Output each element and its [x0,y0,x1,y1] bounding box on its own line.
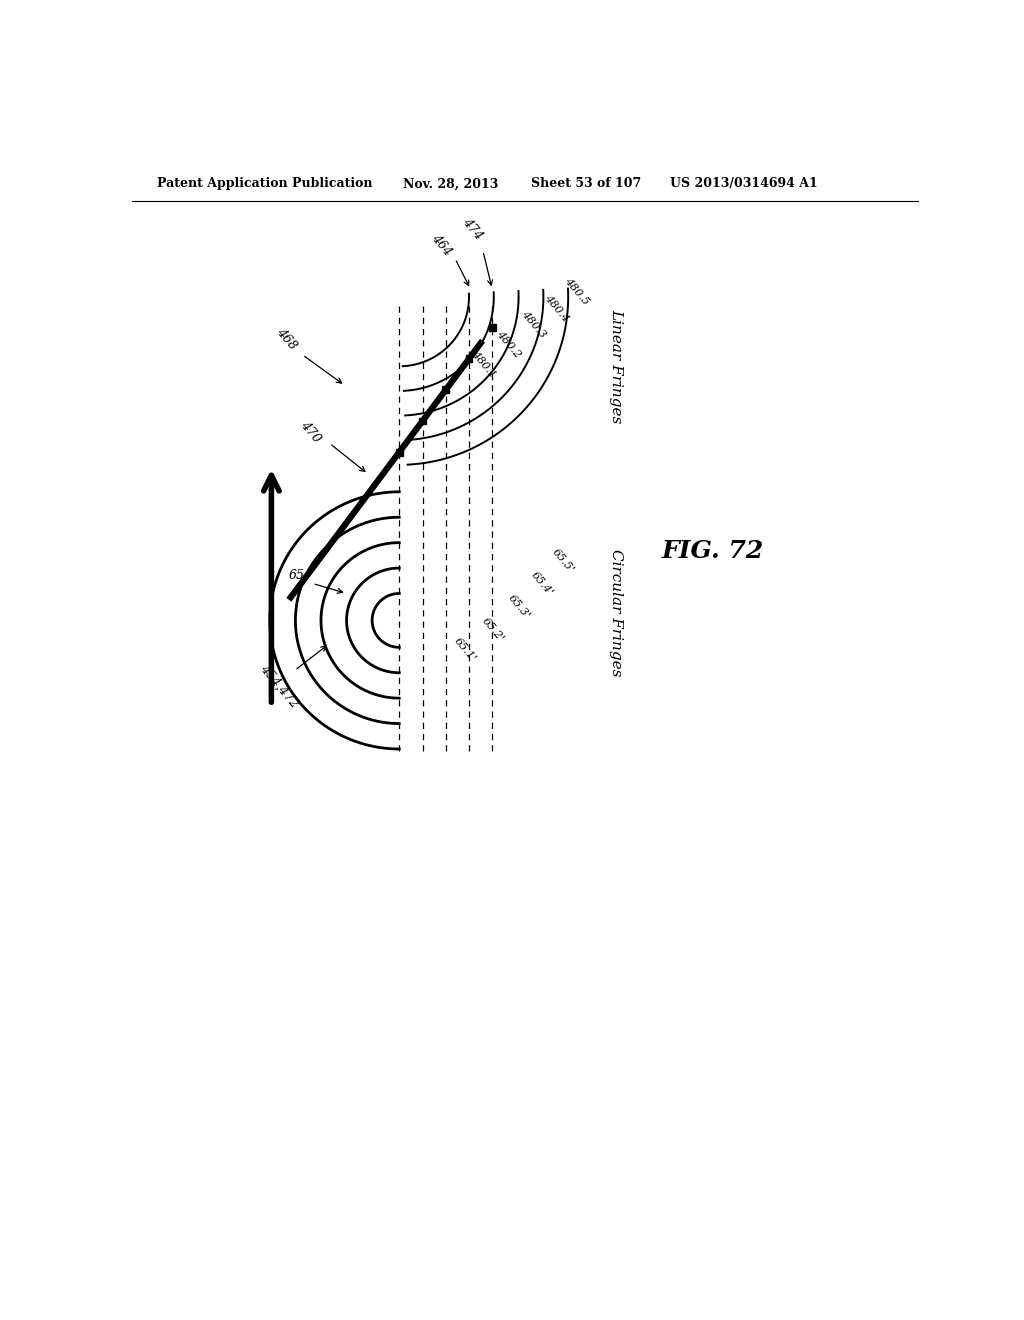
Text: Nov. 28, 2013: Nov. 28, 2013 [403,177,499,190]
Text: 65.4': 65.4' [529,569,555,598]
Text: 480.5: 480.5 [562,276,590,306]
Bar [466,355,472,362]
Bar [442,387,450,393]
Text: 65.2': 65.2' [480,615,506,644]
Text: FIG. 72: FIG. 72 [662,539,764,564]
Text: 480.4: 480.4 [543,293,570,323]
Text: 480.1: 480.1 [470,350,498,380]
Text: Circular Fringes: Circular Fringes [609,549,624,676]
Bar [488,325,496,331]
Bar [419,417,426,425]
Bar [395,449,402,455]
Text: 65.3': 65.3' [506,593,531,620]
Text: 65.5': 65.5' [550,546,575,574]
Text: 470: 470 [297,418,323,445]
Text: US 2013/0314694 A1: US 2013/0314694 A1 [671,177,818,190]
Text: 480.2: 480.2 [495,329,523,360]
Text: 468: 468 [274,326,300,352]
Text: Linear Fringes: Linear Fringes [609,309,624,424]
Text: 454,472: 454,472 [257,661,301,710]
Text: Patent Application Publication: Patent Application Publication [158,177,373,190]
Text: Sheet 53 of 107: Sheet 53 of 107 [531,177,641,190]
Text: 65: 65 [289,569,305,582]
Text: 474: 474 [460,216,485,243]
Text: 464: 464 [429,231,455,257]
Text: 65.1': 65.1' [452,636,477,664]
Text: 480.3: 480.3 [519,309,548,339]
